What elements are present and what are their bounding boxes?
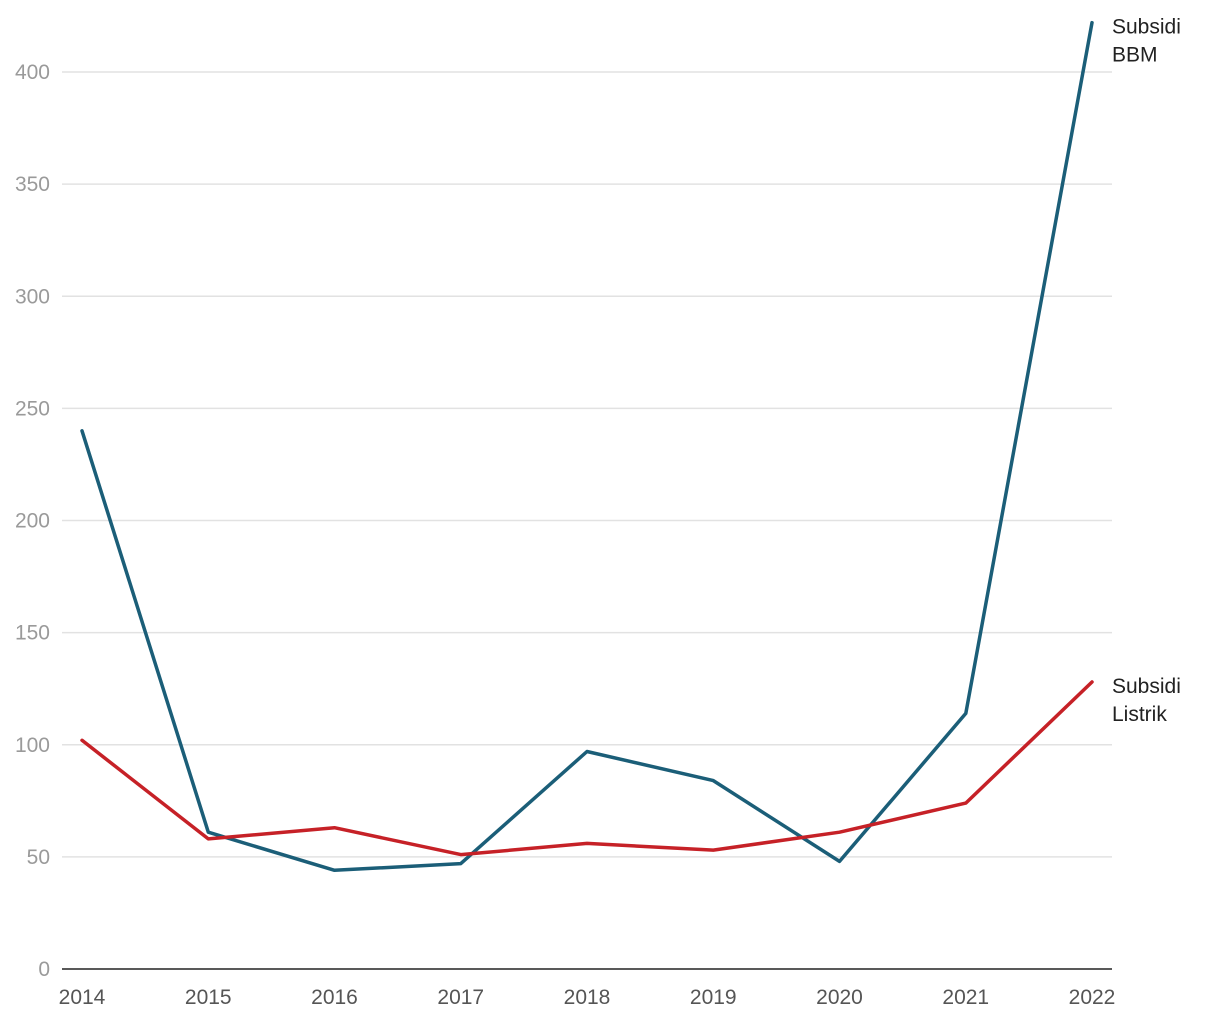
x-axis-ticks: 2014 2015 2016 2017 2018 2019 2020 2021 2022 (59, 986, 1116, 1009)
x-tick-label-2015: 2015 (185, 986, 232, 1009)
series-lines (80, 20, 1094, 873)
y-tick-label-200: 200 (15, 510, 50, 533)
x-tick-label-2018: 2018 (564, 986, 611, 1009)
series-line-subsidi-listrik (80, 680, 1094, 857)
gridlines (62, 71, 1112, 858)
series-label-subsidi-listrik-line-2: Listrik (1112, 703, 1167, 726)
y-tick-label-100: 100 (15, 734, 50, 757)
x-tick-label-2019: 2019 (690, 986, 737, 1009)
y-tick-label-350: 350 (15, 173, 50, 196)
y-tick-label-250: 250 (15, 397, 50, 420)
series-labels: Subsidi BBM Subsidi Listrik (1112, 16, 1181, 726)
series-label-subsidi-bbm-line-2: BBM (1112, 44, 1158, 67)
x-tick-label-2016: 2016 (311, 986, 358, 1009)
x-tick-label-2022: 2022 (1069, 986, 1116, 1009)
series-label-subsidi-bbm-line-1: Subsidi (1112, 16, 1181, 39)
y-tick-label-400: 400 (15, 61, 50, 84)
y-tick-label-300: 300 (15, 285, 50, 308)
y-axis-ticks: 0 50 100 150 200 250 300 350 400 (15, 61, 50, 981)
y-tick-label-150: 150 (15, 622, 50, 645)
y-tick-label-0: 0 (38, 958, 50, 981)
x-tick-label-2021: 2021 (942, 986, 989, 1009)
x-tick-label-2020: 2020 (816, 986, 863, 1009)
x-tick-label-2017: 2017 (437, 986, 484, 1009)
series-label-subsidi-listrik-line-1: Subsidi (1112, 675, 1181, 698)
y-tick-label-50: 50 (27, 846, 50, 869)
x-tick-label-2014: 2014 (59, 986, 106, 1009)
series-line-subsidi-bbm (80, 20, 1094, 873)
